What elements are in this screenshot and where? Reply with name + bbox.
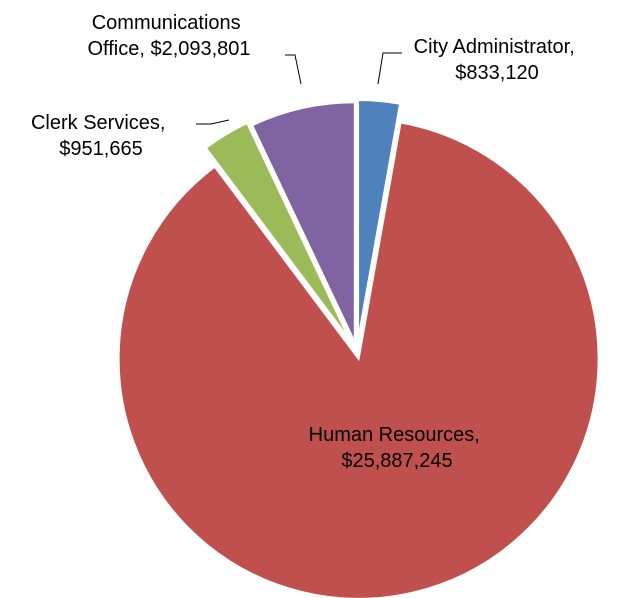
pie-slice-human-resources: [117, 121, 600, 598]
leader-line-clerk-services: [196, 119, 230, 125]
data-label-human-resources-line-1: Human Resources,: [309, 424, 480, 446]
leader-line-city-administrator: [377, 52, 402, 85]
leader-line-communications-office: [285, 54, 302, 85]
data-label-clerk-services: Clerk Services, $951,665: [31, 112, 171, 160]
data-label-communications-office-line-1: Communications: [92, 12, 241, 34]
pie-slice-city-administrator: [357, 99, 402, 341]
data-label-city-administrator-line-1: City Administrator,: [414, 36, 575, 58]
data-label-communications-office-line-2: Office, $2,093,801: [87, 38, 250, 60]
data-label-clerk-services-line-2: $951,665: [59, 138, 142, 160]
pie-slices: [117, 99, 600, 598]
data-label-city-administrator: City Administrator, $833,120: [414, 36, 581, 84]
pie-slice-communications-office: [250, 101, 356, 343]
data-label-communications-office: Communications Office, $2,093,801: [87, 12, 250, 60]
data-label-clerk-services-line-1: Clerk Services,: [31, 112, 165, 134]
data-label-human-resources-line-2: $25,887,245: [341, 450, 452, 472]
data-label-human-resources: Human Resources, $25,887,245: [309, 424, 486, 472]
pie-slice-clerk-services: [204, 121, 351, 341]
leader-lines: [196, 52, 402, 125]
data-label-city-administrator-line-2: $833,120: [455, 62, 538, 84]
